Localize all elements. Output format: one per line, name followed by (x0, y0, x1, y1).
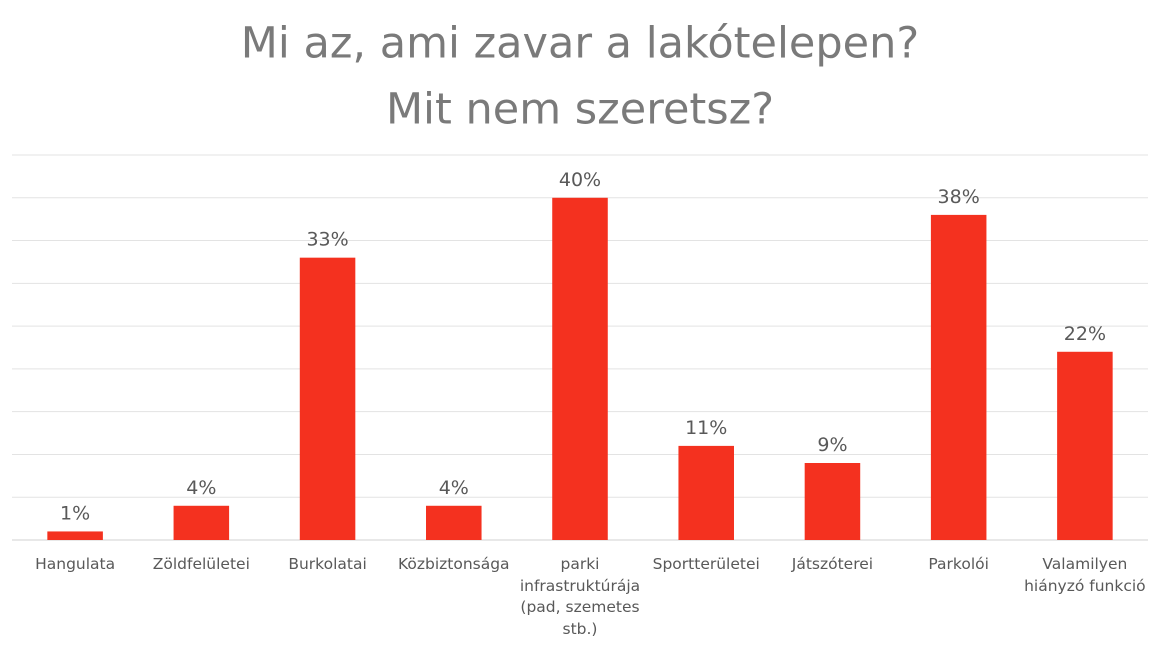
bar (930, 214, 987, 540)
value-label: 9% (817, 434, 847, 456)
x-tick-label: Sportterületei (652, 555, 760, 573)
x-tick-label: parki infrastruktúrája (pad, szemetes st… (519, 555, 641, 638)
bar (299, 257, 356, 540)
bar (678, 445, 734, 540)
value-label: 4% (186, 477, 216, 499)
value-label: 33% (306, 229, 348, 251)
bar (47, 531, 103, 540)
bar (426, 505, 482, 540)
x-tick-label: Burkolatai (288, 555, 367, 573)
x-tick-label: Közbiztonsága (397, 555, 510, 573)
chart-title: Mi az, ami zavar a lakótelepen? (241, 19, 919, 69)
bar (804, 463, 861, 540)
value-label: 38% (938, 186, 980, 208)
x-tick-label: Valamilyen hiányzó funkció (1024, 555, 1146, 595)
value-label: 4% (439, 477, 469, 499)
value-label: 1% (60, 502, 90, 524)
value-label: 22% (1064, 323, 1106, 345)
x-tick-label: Parkolói (928, 555, 989, 573)
x-tick-label: Zöldfelületei (152, 555, 250, 573)
x-tick-label: Játszóterei (791, 555, 874, 573)
bar (1057, 351, 1113, 540)
x-tick-label: Hangulata (35, 555, 116, 573)
value-label: 40% (559, 169, 601, 191)
bar (552, 197, 608, 540)
chart-title: Mit nem szeretsz? (386, 85, 774, 135)
bar (173, 505, 230, 540)
value-label: 11% (685, 417, 727, 439)
